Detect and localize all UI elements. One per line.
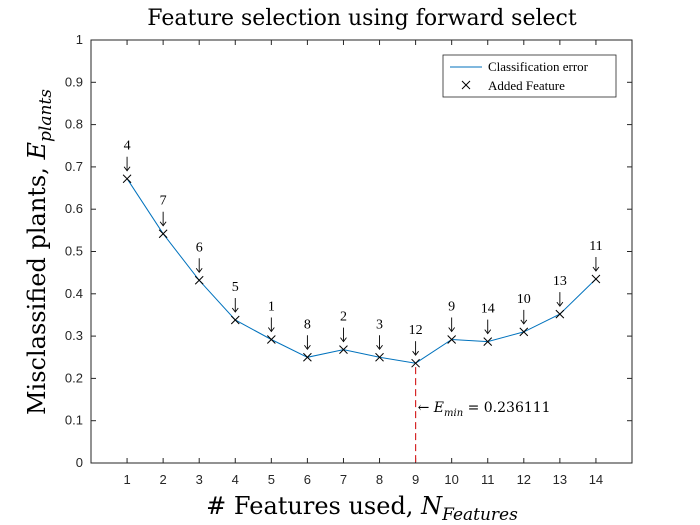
x-tick-label: 2	[160, 472, 167, 487]
added-feature-marker	[339, 345, 348, 354]
x-axis-label: # Features used, NFeatures	[206, 492, 518, 525]
added-feature-marker	[266, 335, 276, 344]
y-tick-label: 0.1	[65, 413, 83, 428]
added-feature-label: 11	[589, 239, 602, 254]
legend-marker-swatch	[461, 80, 471, 90]
added-feature-label: 2	[340, 310, 347, 325]
x-tick-label: 1	[123, 472, 130, 487]
y-tick-label: 0.5	[65, 244, 83, 259]
y-tick-label: 0.7	[65, 159, 83, 174]
added-feature-marker	[194, 275, 204, 285]
min-error-annotation: ← Emin = 0.236111	[418, 400, 551, 419]
legend-label-added-feature: Added Feature	[488, 78, 565, 93]
added-feature-label: 10	[517, 292, 531, 307]
feature-annotation: 3	[376, 317, 383, 350]
y-axis-ticks: 0 0.1 0.2 0.3 0.4 0.5 0.6 0.7 0.8 0.9 1	[65, 32, 632, 470]
added-feature-label: 9	[448, 299, 455, 314]
x-tick-label: 10	[444, 472, 458, 487]
series-layer	[122, 174, 601, 368]
x-tick-label: 7	[340, 472, 347, 487]
added-feature-label: 7	[160, 194, 167, 209]
x-axis-ticks: 1 2 3 4 5 6 7 8 9 10 11 12 13 14	[123, 40, 603, 487]
feature-annotation: 12	[409, 323, 423, 356]
added-feature-marker	[375, 352, 384, 362]
added-feature-marker	[483, 337, 493, 346]
added-feature-label: 13	[553, 274, 567, 289]
x-tick-label: 14	[589, 472, 603, 487]
y-tick-label: 0.8	[65, 117, 83, 132]
y-tick-label: 0.6	[65, 201, 83, 216]
added-feature-marker	[230, 315, 240, 325]
added-feature-marker	[519, 327, 529, 337]
added-feature-label: 14	[481, 302, 495, 317]
x-tick-label: 6	[304, 472, 311, 487]
added-feature-marker	[303, 352, 312, 362]
series-line-classification-error	[126, 178, 597, 364]
feature-annotation: 10	[517, 292, 531, 325]
added-feature-marker	[411, 358, 420, 368]
legend-box	[442, 54, 617, 98]
feature-annotation: 4	[124, 139, 131, 172]
x-tick-label: 5	[268, 472, 275, 487]
y-tick-label: 0.9	[65, 74, 83, 89]
y-tick-label: 0.2	[65, 370, 83, 385]
y-tick-label: 1	[76, 32, 83, 47]
added-feature-marker	[591, 274, 601, 284]
legend-label-classification-error: Classification error	[488, 59, 589, 74]
x-tick-label: 11	[481, 472, 495, 487]
y-tick-label: 0.4	[65, 286, 83, 301]
added-feature-label: 12	[409, 323, 423, 338]
added-feature-marker	[158, 229, 168, 239]
added-feature-label: 8	[304, 317, 311, 332]
added-feature-marker	[555, 309, 565, 319]
y-tick-label: 0.3	[65, 328, 83, 343]
x-tick-label: 3	[196, 472, 203, 487]
x-tick-label: 12	[517, 472, 531, 487]
added-feature-label: 4	[124, 139, 131, 154]
x-tick-label: 8	[376, 472, 383, 487]
added-feature-label: 1	[268, 299, 275, 314]
feature-annotation: 8	[304, 317, 311, 350]
feature-annotation: 13	[553, 274, 567, 307]
annotations-layer: 4 7 6 5 1 8 2 3 12 9 14 10 13 11	[124, 139, 603, 463]
feature-annotation: 14	[481, 302, 495, 335]
feature-annotation: 11	[589, 239, 603, 272]
feature-annotation: 1	[268, 299, 275, 333]
x-tick-label: 4	[232, 472, 239, 487]
feature-annotation: 2	[340, 310, 347, 343]
feature-annotation: 9	[448, 299, 455, 333]
y-axis-label: Misclassified plants, Eplants	[23, 89, 56, 415]
plot-area	[90, 39, 633, 464]
added-feature-marker	[447, 335, 457, 344]
feature-annotation: 7	[160, 194, 167, 227]
legend: Classification error Added Feature	[442, 54, 617, 98]
added-feature-label: 3	[376, 317, 383, 332]
x-tick-label: 9	[412, 472, 419, 487]
feature-annotation: 5	[232, 280, 239, 313]
feature-annotation: 6	[196, 240, 203, 274]
y-tick-label: 0	[76, 455, 83, 470]
added-feature-label: 6	[196, 240, 203, 255]
chart-title: Feature selection using forward select	[147, 6, 577, 31]
added-feature-label: 5	[232, 280, 239, 295]
x-tick-label: 13	[553, 472, 567, 487]
added-feature-marker	[122, 174, 132, 184]
